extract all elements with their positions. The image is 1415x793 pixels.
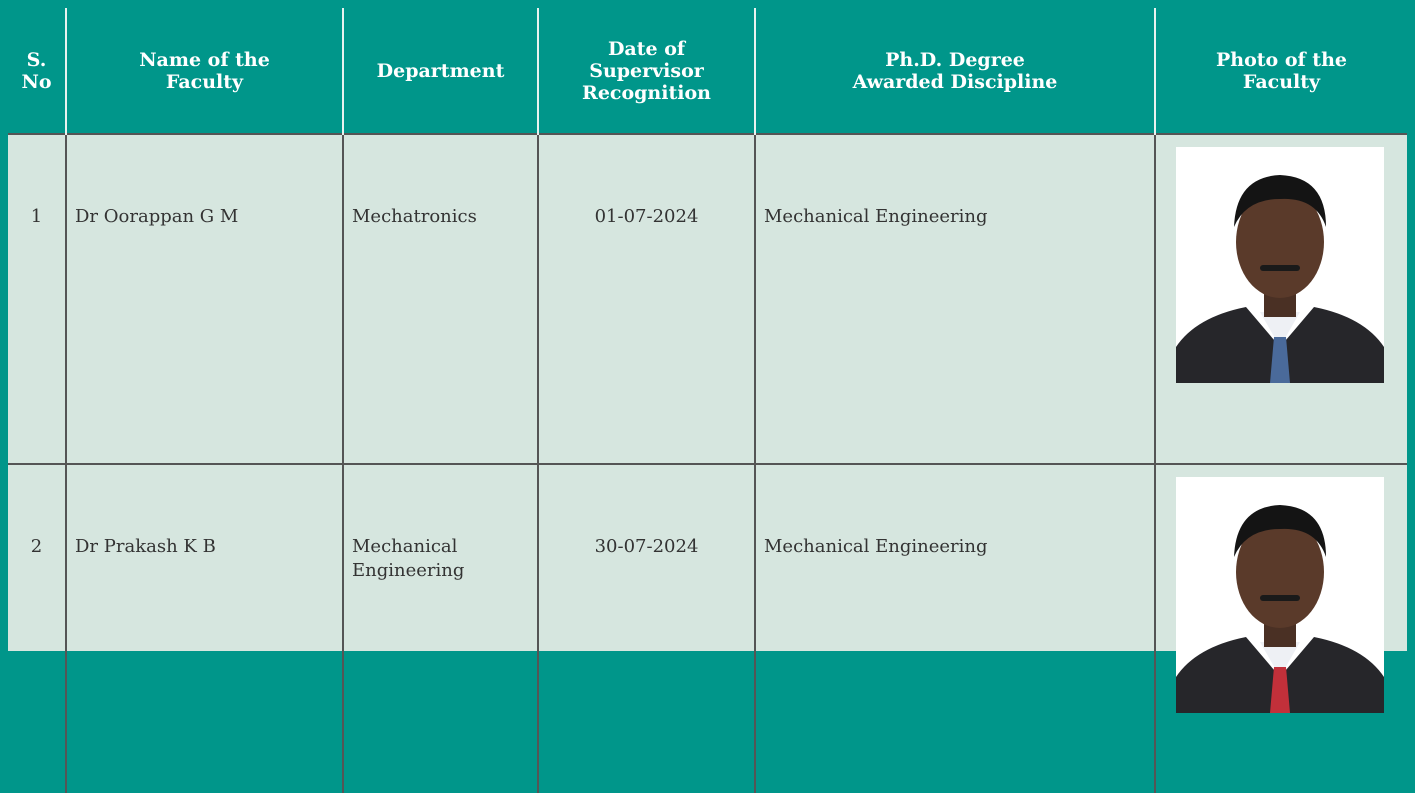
table-cell: Dr Oorappan G M (65, 133, 343, 464)
table-cell: 01-07-2024 (537, 133, 755, 464)
header-row: S. No Name of the Faculty Department Date o… (8, 8, 1407, 134)
page: S. No Name of the Faculty Department Date o… (8, 8, 1407, 793)
faculty-table: S. No Name of the Faculty Department Date o… (8, 8, 1407, 793)
column-header: Date of Supervisor Recognition (537, 8, 755, 134)
table-body: 1 Dr Oorappan G M Mechatronics 01-07-2024 Me… (8, 133, 1407, 793)
table-cell: Mechatronics (342, 133, 538, 464)
table-cell: Dr Prakash K B (65, 463, 343, 793)
faculty-table-container: S. No Name of the Faculty Department Date o… (8, 8, 1407, 793)
column-header: Photo of the Faculty (1154, 8, 1407, 134)
column-header: Ph.D. Degree Awarded Discipline (754, 8, 1155, 134)
table-cell: Mechanical Engineering (754, 463, 1155, 793)
photo-cell (1154, 133, 1407, 464)
table-row: 2 Dr Prakash K B Mechanical Engineering 30-… (8, 463, 1407, 793)
faculty-photo (1176, 477, 1384, 713)
table-cell: 30-07-2024 (537, 463, 755, 793)
column-header: Name of the Faculty (65, 8, 343, 134)
table-cell: Mechanical Engineering (754, 133, 1155, 464)
column-header: S. No (8, 8, 66, 134)
column-header: Department (342, 8, 538, 134)
photo-cell (1154, 463, 1407, 793)
table-row: 1 Dr Oorappan G M Mechatronics 01-07-2024 Me… (8, 133, 1407, 464)
table-cell: 2 (8, 463, 66, 793)
faculty-photo (1176, 147, 1384, 383)
table-cell: Mechanical Engineering (342, 463, 538, 793)
table-cell: 1 (8, 133, 66, 464)
